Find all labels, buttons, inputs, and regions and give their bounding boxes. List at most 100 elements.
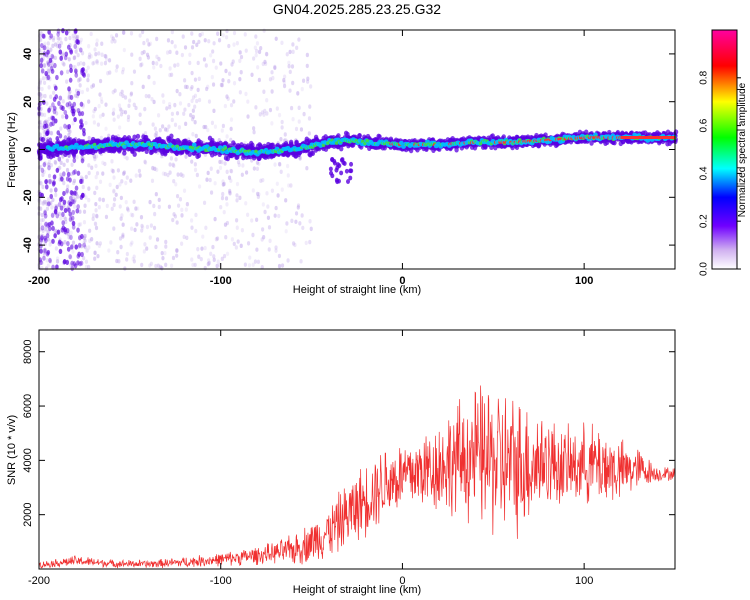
noise-dot [69,49,74,55]
noise-dot [193,162,197,167]
noise-dot [46,263,50,268]
noise-dot [194,228,198,234]
noise-dot [230,237,234,242]
noise-dot [131,256,135,262]
noise-dot [151,122,155,127]
noise-dot [85,87,90,92]
noise-dot [54,94,59,100]
noise-dot [56,229,61,235]
noise-dot [229,168,233,174]
noise-dot [52,105,57,111]
noise-dot [100,41,104,46]
noise-dot [175,248,179,253]
noise-dot [274,205,278,211]
noise-dot [267,225,272,230]
noise-dot [66,69,70,74]
band-dot [349,161,354,167]
noise-dot [112,189,116,194]
noise-dot [53,118,58,124]
noise-dot [127,103,131,109]
noise-dot [157,57,161,62]
noise-dot [54,203,59,209]
noise-dot [224,235,228,240]
noise-dot [58,165,62,170]
noise-dot [203,38,207,43]
noise-dot [209,190,214,195]
noise-dot [246,241,251,246]
noise-dot [73,64,77,70]
noise-dot [143,242,147,247]
noise-dot [236,239,240,244]
noise-dot [87,135,91,141]
noise-dot [39,181,43,186]
noise-dot [40,167,45,174]
noise-dot [68,129,72,134]
noise-dot [121,67,125,72]
noise-dot [151,165,155,171]
noise-dot [90,237,94,242]
noise-dot [66,171,71,178]
noise-dot [291,42,295,47]
noise-dot [183,84,188,90]
noise-dot [80,122,84,128]
noise-dot [163,127,168,132]
noise-dot [132,259,136,264]
noise-dot [42,161,47,168]
noise-dot [151,60,155,66]
noise-dot [170,111,175,117]
noise-dot [197,184,202,189]
noise-dot [290,64,295,69]
noise-dot [273,162,277,167]
noise-dot [282,83,287,89]
noise-dot [202,57,207,62]
noise-dot [296,203,301,208]
noise-dot [191,114,195,120]
noise-dot [45,206,50,211]
noise-dot [55,264,59,270]
noise-dot [70,215,75,221]
noise-dot [93,190,97,196]
noise-dot [77,222,81,228]
noise-dot [123,110,128,115]
noise-dot [87,44,91,49]
noise-dot [87,245,91,250]
noise-dot [94,225,99,231]
noise-dot [92,120,96,125]
noise-dot [42,80,47,85]
noise-dot [264,61,268,66]
noise-dot [42,33,46,39]
noise-dot [163,250,167,256]
noise-dot [82,242,87,248]
colorbar-ticks: 0.0 0.2 0.4 0.6 0.8 [699,70,741,276]
noise-dot [309,226,313,232]
noise-dot [59,40,63,46]
noise-dot [213,181,217,186]
noise-dot [183,78,187,83]
noise-dot [154,192,158,197]
noise-dot [49,131,54,136]
y-tick-label: -20 [22,189,34,205]
noise-dot [51,181,56,187]
noise-dot [101,171,105,176]
noise-dot [93,256,97,261]
band-dot [258,143,263,149]
noise-dot [57,201,62,208]
noise-dot [80,110,85,117]
noise-dot [265,111,269,116]
noise-dot [40,212,44,218]
noise-dot [121,222,125,227]
noise-dot [40,93,45,99]
noise-dot [103,60,108,66]
noise-dot [216,169,220,174]
noise-dot [84,264,88,270]
noise-dot [81,192,85,198]
noise-dot [125,257,129,262]
noise-dot [290,218,294,224]
spectrogram-x-label: Height of straight line (km) [293,284,421,296]
noise-dot [73,43,78,50]
noise-dot [97,243,102,249]
noise-dot [130,240,134,245]
noise-dot [51,55,55,60]
